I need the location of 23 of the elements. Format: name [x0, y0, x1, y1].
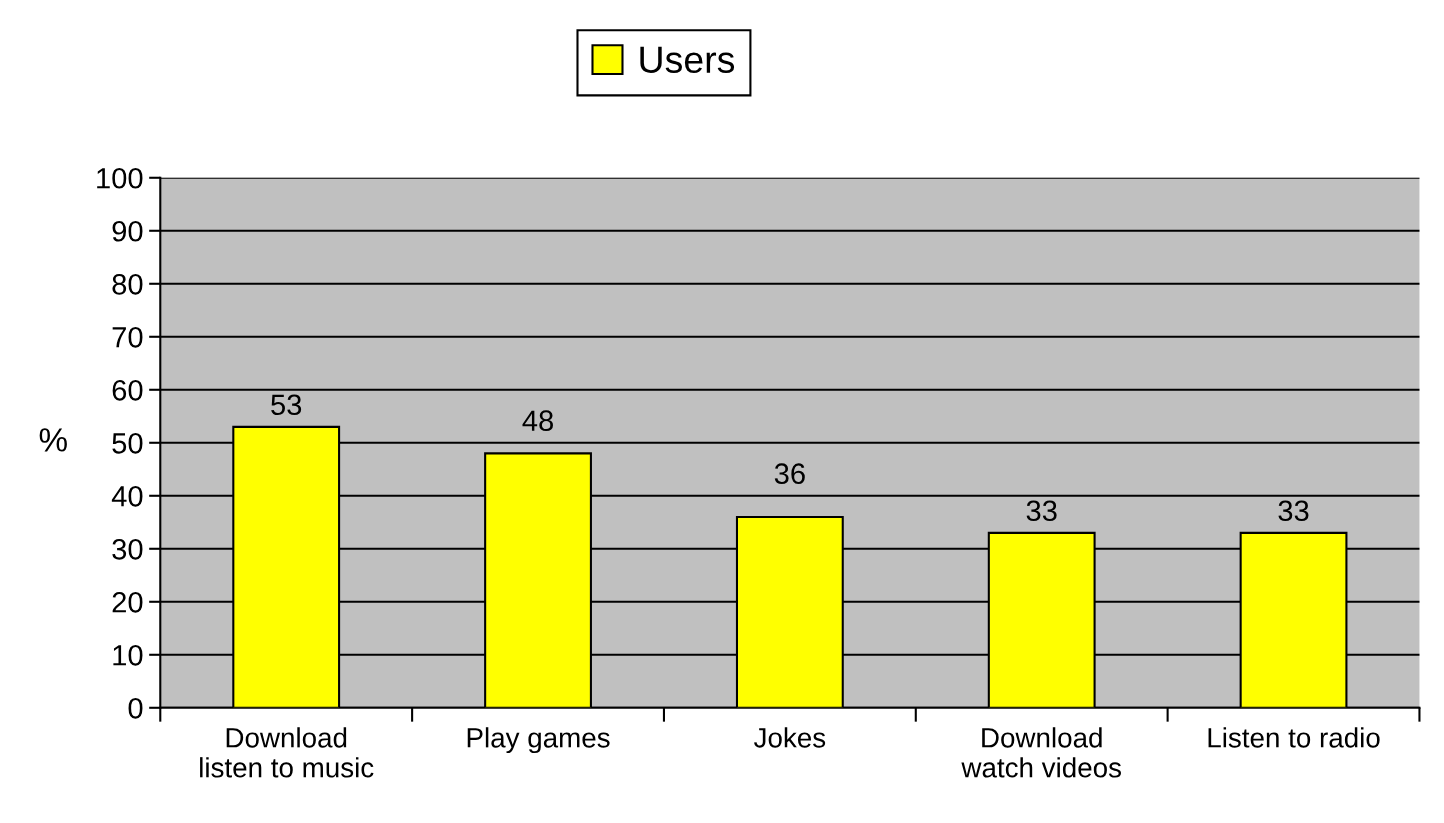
x-tick-label: Download listen to music	[200, 727, 374, 778]
y-tick-label: 100	[97, 167, 143, 189]
x-tick-label: Play games	[467, 727, 610, 754]
data-label: 33	[1278, 500, 1309, 522]
legend-label: Users	[640, 46, 735, 73]
y-tick-label: 80	[112, 273, 143, 295]
data-label: 33	[1026, 500, 1057, 522]
y-tick-label: 0	[128, 697, 143, 719]
y-tick-label: 70	[112, 326, 143, 348]
data-label: 53	[271, 394, 302, 416]
y-tick-label: 10	[113, 644, 143, 666]
y-tick-label: 40	[111, 485, 143, 507]
data-label: 36	[774, 463, 805, 485]
x-tick-label: Jokes	[754, 727, 826, 748]
y-tick-label: 50	[112, 432, 143, 454]
y-tick-label: 30	[112, 538, 143, 560]
x-tick-label: Download watch videos	[961, 727, 1121, 778]
y-tick-label: 60	[112, 379, 143, 401]
x-tick-label: Listen to radio	[1208, 727, 1380, 748]
data-label: 48	[522, 410, 553, 432]
y-tick-label: 90	[112, 220, 143, 242]
y-tick-label: 20	[112, 591, 143, 613]
y-axis-title: %	[39, 428, 67, 452]
